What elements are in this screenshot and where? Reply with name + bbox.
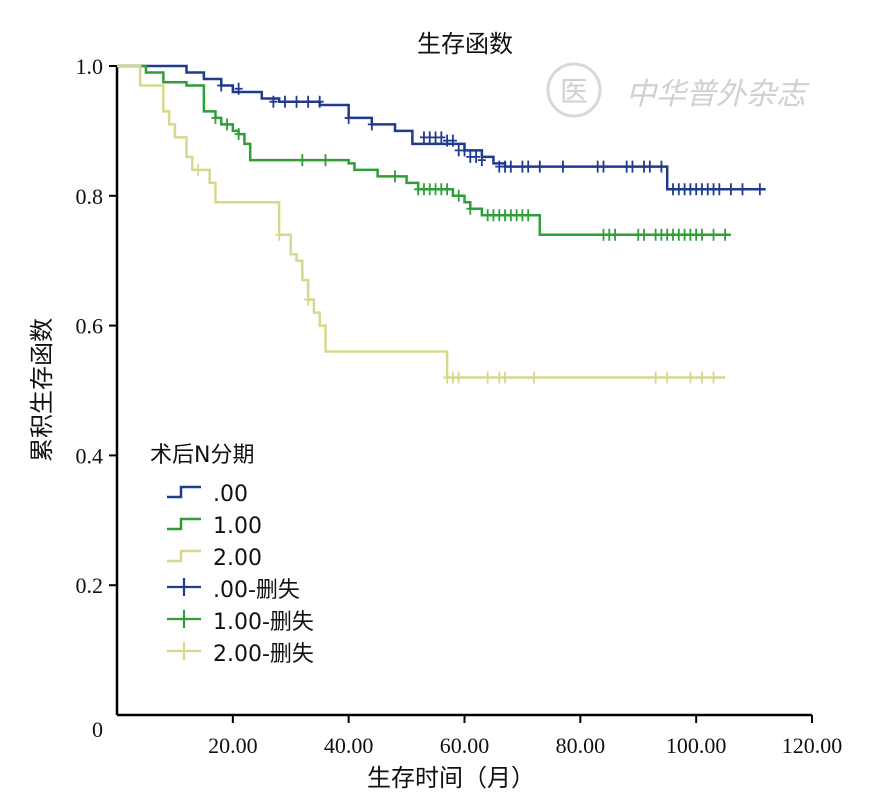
censor-mark-0 (344, 111, 353, 124)
watermark-text: 中华普外杂志 (626, 77, 810, 112)
y-axis-title: 累积生存函数 (28, 318, 56, 462)
censor-mark-0 (558, 160, 567, 173)
censor-mark-0 (292, 95, 301, 108)
x-tick-label: 100.00 (666, 733, 727, 758)
censor-mark-1 (234, 128, 243, 141)
censor-mark-1 (697, 228, 706, 241)
censor-mark-0 (367, 118, 376, 131)
censor-mark-2 (697, 371, 706, 384)
legend-censor-icon (167, 578, 201, 596)
censor-mark-2 (304, 293, 313, 306)
survival-curve-2 (117, 64, 726, 379)
censor-mark-1 (223, 118, 232, 131)
y-ticks: 0 0.2 0.4 0.6 0.8 1.0 (76, 54, 117, 742)
legend-label: .00 (213, 482, 248, 507)
censor-mark-0 (506, 160, 515, 173)
censor-mark-2 (194, 163, 203, 176)
y-tick-label: 0.2 (76, 573, 104, 598)
censor-mark-2 (651, 371, 660, 384)
legend-censor-icon (167, 610, 201, 628)
legend-censor-label: 2.00-删失 (213, 642, 314, 667)
censor-mark-0 (472, 150, 481, 163)
censor-mark-1 (443, 183, 452, 196)
censor-mark-0 (448, 134, 457, 147)
censor-mark-0 (645, 160, 654, 173)
chart-title: 生存函数 (417, 30, 513, 58)
censor-mark-1 (640, 228, 649, 241)
censor-mark-0 (628, 160, 637, 173)
x-tick-label: 120.00 (782, 733, 843, 758)
censor-mark-1 (611, 228, 620, 241)
watermark-seal-icon (546, 62, 602, 118)
y-tick-label: 0.6 (76, 314, 104, 339)
censor-mark-0 (304, 95, 313, 108)
censor-mark-2 (275, 228, 284, 241)
censor-mark-0 (269, 95, 278, 108)
censor-mark-1 (709, 228, 718, 241)
censor-mark-2 (501, 371, 510, 384)
censor-mark-2 (686, 371, 695, 384)
legend-censor-icon (167, 642, 201, 660)
censor-mark-2 (709, 371, 718, 384)
censor-mark-0 (524, 160, 533, 173)
censor-mark-0 (477, 154, 486, 167)
x-axis-title: 生存时间（月） (367, 764, 535, 792)
legend-step-icon (167, 549, 201, 563)
legend-label: 2.00 (213, 546, 262, 571)
y-tick-label: 0.4 (76, 443, 104, 468)
legend-step-icon (167, 517, 201, 531)
censor-mark-0 (280, 95, 289, 108)
legend-censor-label: 1.00-删失 (213, 610, 314, 635)
legend-title: 术后N分期 (150, 443, 254, 468)
legend-censor-label: .00-删失 (213, 578, 300, 603)
censor-mark-0 (726, 183, 735, 196)
censor-mark-2 (530, 371, 538, 384)
censor-mark-0 (755, 183, 764, 196)
censor-mark-0 (234, 82, 243, 95)
censor-mark-1 (524, 209, 533, 222)
x-tick-label: 80.00 (556, 733, 606, 758)
censor-mark-0 (715, 183, 724, 196)
x-tick-label: 60.00 (440, 733, 490, 758)
censor-mark-2 (454, 371, 463, 384)
legend-step-icon (167, 485, 201, 499)
censor-mark-1 (321, 154, 330, 167)
censor-mark-1 (466, 202, 475, 215)
censor-mark-0 (315, 95, 324, 108)
watermark-seal-glyph: 医 (560, 75, 588, 108)
censor-mark-0 (460, 144, 469, 157)
censor-mark-0 (437, 131, 446, 144)
legend-label: 1.00 (213, 514, 262, 539)
x-ticks: 20.00 40.00 60.00 80.00 100.00 120.00 (208, 715, 842, 758)
x-tick-label: 40.00 (324, 733, 374, 758)
censor-mark-2 (663, 371, 672, 384)
watermark: 医 中华普外杂志 (546, 62, 810, 118)
censor-mark-0 (535, 160, 544, 173)
x-tick-label: 20.00 (208, 733, 258, 758)
survival-curves (117, 64, 766, 379)
censor-marks (194, 79, 764, 384)
y-tick-label: 0 (92, 717, 103, 742)
censor-mark-1 (454, 189, 463, 202)
y-tick-label: 0.8 (76, 184, 104, 209)
censor-mark-1 (721, 228, 730, 241)
censor-mark-0 (599, 160, 608, 173)
censor-mark-1 (211, 111, 220, 124)
legend: 术后N分期 .00 1.00 2.00 .00-删失 1.00-删失 2.00-删失 (150, 443, 314, 667)
y-tick-label: 1.0 (76, 54, 104, 79)
censor-mark-0 (657, 160, 666, 173)
censor-mark-1 (298, 154, 307, 167)
censor-mark-2 (483, 371, 492, 384)
censor-mark-0 (738, 183, 747, 196)
censor-mark-0 (217, 79, 226, 92)
censor-mark-1 (391, 170, 399, 183)
